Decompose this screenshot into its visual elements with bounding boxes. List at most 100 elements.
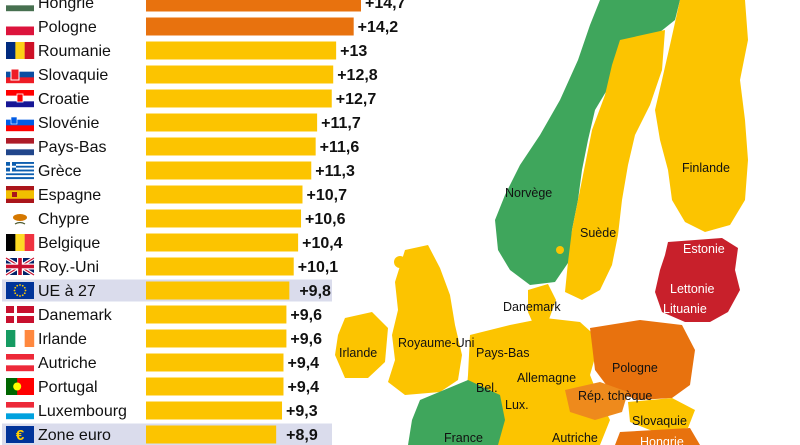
bar bbox=[146, 425, 277, 444]
chart-row: Danemark +9,6 bbox=[6, 305, 322, 324]
category-label: Hongrie bbox=[38, 0, 94, 12]
bar bbox=[146, 185, 303, 204]
map-label-netherlands: Pays-Bas bbox=[476, 346, 530, 360]
bar bbox=[146, 377, 284, 396]
chart-row: Roy.-Uni +10,1 bbox=[5, 256, 338, 277]
chart-row: Slovénie +11,7 bbox=[6, 113, 361, 132]
category-label: Roy.-Uni bbox=[38, 259, 99, 276]
map-label-sweden: Suède bbox=[580, 226, 616, 240]
category-label: UE à 27 bbox=[38, 283, 96, 300]
map-label-denmark: Danemark bbox=[503, 300, 561, 314]
chart-row: Luxembourg +9,3 bbox=[6, 401, 318, 420]
bar bbox=[146, 17, 354, 36]
map-label-latvia: Lettonie bbox=[670, 282, 715, 296]
category-label: Slovaquie bbox=[38, 67, 108, 84]
map-label-germany: Allemagne bbox=[517, 371, 576, 385]
chart-row: Espagne +10,7 bbox=[6, 185, 347, 204]
chart-row: Autriche +9,4 bbox=[6, 353, 319, 372]
bar bbox=[146, 161, 312, 180]
chart-row: Grèce +11,3 bbox=[6, 161, 355, 180]
flag-croatia-icon bbox=[6, 90, 34, 108]
flag-romania-icon bbox=[6, 42, 35, 59]
flag-belgium-icon bbox=[6, 234, 35, 251]
category-label: Espagne bbox=[38, 187, 101, 204]
value-label: +14,2 bbox=[358, 19, 399, 36]
bar bbox=[146, 353, 284, 372]
map-region-islands bbox=[394, 256, 406, 268]
flag-ireland-icon bbox=[6, 330, 35, 347]
map-label-norway: Norvège bbox=[505, 186, 552, 200]
value-label: +10,4 bbox=[302, 235, 343, 252]
map-region-hungary bbox=[615, 428, 700, 445]
value-label: +11,3 bbox=[315, 163, 355, 180]
flag-hungary-icon bbox=[6, 0, 34, 12]
value-label: +9,4 bbox=[287, 355, 319, 372]
category-label: Autriche bbox=[38, 355, 97, 372]
svg-text:€: € bbox=[16, 427, 25, 444]
category-label: Slovénie bbox=[38, 115, 99, 132]
value-label: +9,6 bbox=[290, 307, 322, 324]
chart-row: Croatie +12,7 bbox=[6, 89, 377, 108]
category-label: Danemark bbox=[38, 307, 113, 324]
category-label: Pays-Bas bbox=[38, 139, 106, 156]
chart-row: UE à 27 +9,8 bbox=[2, 279, 332, 302]
flag-netherlands-icon bbox=[6, 138, 34, 156]
chart-row: Chypre +10,6 bbox=[6, 209, 346, 228]
map-label-france: France bbox=[444, 431, 483, 445]
map-label-czechia: Rép. tchèque bbox=[578, 389, 652, 403]
value-label: +9,3 bbox=[286, 403, 318, 420]
flag-greece-icon bbox=[6, 162, 34, 180]
map-region-czechia bbox=[565, 382, 628, 420]
flag-portugal-icon bbox=[6, 378, 34, 395]
chart-row: Slovaquie +12,8 bbox=[6, 65, 378, 84]
flag-spain-icon bbox=[6, 186, 34, 203]
flag-cyprus-icon bbox=[6, 210, 34, 227]
flag-eu-icon bbox=[6, 282, 34, 299]
map-label-lithuania: Lituanie bbox=[663, 302, 707, 316]
chart-row: Pays-Bas +11,6 bbox=[6, 137, 360, 156]
chart-row: Irlande +9,6 bbox=[6, 329, 322, 348]
value-label: +14,7 bbox=[365, 0, 406, 12]
value-label: +9,8 bbox=[299, 283, 331, 300]
value-label: +12,7 bbox=[336, 91, 377, 108]
map-label-finland: Finlande bbox=[682, 161, 730, 175]
value-label: +9,4 bbox=[287, 379, 319, 396]
bar bbox=[146, 89, 332, 108]
map-label-poland: Pologne bbox=[612, 361, 658, 375]
category-label: Croatie bbox=[38, 91, 90, 108]
flag-slovakia-icon bbox=[6, 66, 34, 84]
map-region-baltics bbox=[655, 238, 740, 322]
category-label: Belgique bbox=[38, 235, 100, 252]
map-region-uk bbox=[388, 245, 462, 395]
category-label: Zone euro bbox=[38, 427, 111, 444]
bar bbox=[146, 113, 318, 132]
chart-row: Hongrie +14,7 bbox=[6, 0, 406, 12]
category-label: Irlande bbox=[38, 331, 87, 348]
bar bbox=[146, 257, 294, 276]
category-label: Luxembourg bbox=[38, 403, 127, 420]
value-label: +12,8 bbox=[337, 67, 378, 84]
bar bbox=[146, 233, 299, 252]
bar bbox=[146, 281, 290, 300]
value-label: +11,6 bbox=[320, 139, 360, 156]
map-region-poland bbox=[590, 320, 695, 400]
map-label-estonia: Estonie bbox=[683, 242, 725, 256]
flag-luxembourg-icon bbox=[6, 402, 34, 420]
value-label: +11,7 bbox=[321, 115, 361, 132]
value-label: +8,9 bbox=[286, 427, 318, 444]
flag-denmark-icon bbox=[6, 306, 34, 323]
category-label: Portugal bbox=[38, 379, 98, 396]
map-label-slovakia: Slovaquie bbox=[632, 414, 687, 428]
bar bbox=[146, 65, 334, 84]
flag-uk-icon bbox=[5, 256, 35, 277]
map-region-ireland bbox=[335, 312, 388, 378]
bar-chart: Hongrie +14,7 Pologne +14,2 Roumanie +13 Slova… bbox=[2, 0, 406, 445]
map-region-sweden bbox=[565, 30, 665, 300]
map-label-luxembourg: Lux. bbox=[505, 398, 529, 412]
map-region-finland bbox=[655, 0, 748, 232]
chart-row: Portugal +9,4 bbox=[6, 377, 319, 396]
bar bbox=[146, 137, 316, 156]
flag-slovenia-icon bbox=[6, 114, 34, 132]
map-region-denmark bbox=[528, 284, 556, 328]
flag-austria-icon bbox=[6, 354, 34, 372]
